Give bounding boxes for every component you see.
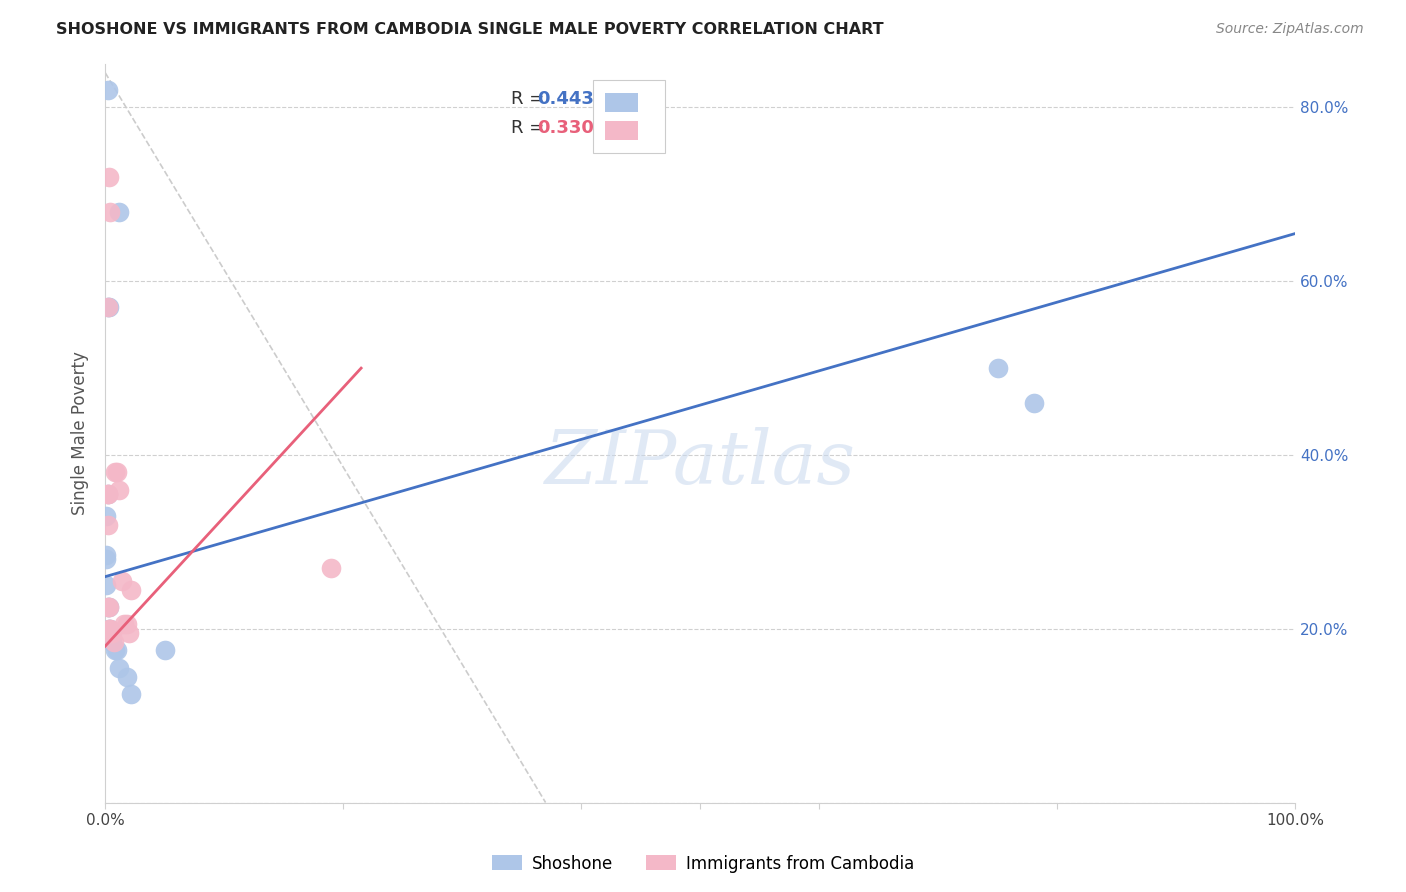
Point (100, 626, 122, 640)
Point (97, 600, 120, 615)
Point (97, 622, 120, 636)
Point (104, 643, 127, 657)
Legend: , : , (593, 80, 665, 153)
Point (98, 626, 121, 640)
Text: SHOSHONE VS IMMIGRANTS FROM CAMBODIA SINGLE MALE POVERTY CORRELATION CHART: SHOSHONE VS IMMIGRANTS FROM CAMBODIA SIN… (56, 22, 884, 37)
Point (105, 643, 128, 657)
Point (97, 622, 120, 636)
Point (97, 487, 120, 501)
Point (96, 552, 118, 566)
Point (96, 508, 118, 523)
Point (105, 466, 128, 480)
Point (101, 626, 124, 640)
Point (97, 301, 120, 315)
Text: N =: N = (579, 90, 636, 108)
Text: 24: 24 (614, 90, 640, 108)
Point (115, 617, 138, 632)
Point (97, 487, 120, 501)
Point (118, 626, 141, 640)
Point (108, 661, 131, 675)
Text: R =: R = (512, 90, 550, 108)
Point (97, 487, 120, 501)
Text: 0.443: 0.443 (537, 90, 595, 108)
Point (115, 669, 138, 683)
Legend: Shoshone, Immigrants from Cambodia: Shoshone, Immigrants from Cambodia (485, 848, 921, 880)
Text: 21: 21 (614, 120, 640, 137)
Text: 0.330: 0.330 (537, 120, 595, 137)
Point (97, 169, 120, 184)
Point (321, 561, 343, 575)
Point (97, 600, 120, 615)
Point (97, 517, 120, 532)
Text: N =: N = (579, 120, 636, 137)
Point (98, 204, 121, 219)
Point (97, 83, 120, 97)
Point (97, 301, 120, 315)
Point (1022, 396, 1045, 410)
Point (120, 687, 142, 701)
Point (108, 483, 131, 497)
Point (97, 600, 120, 615)
Point (98, 622, 121, 636)
Point (97, 301, 120, 315)
Point (111, 574, 134, 588)
Point (96, 578, 118, 592)
Point (108, 204, 131, 219)
Point (97, 600, 120, 615)
Text: R =: R = (512, 120, 550, 137)
Text: ZIPatlas: ZIPatlas (546, 426, 856, 500)
Point (101, 635, 124, 649)
Point (112, 617, 135, 632)
Point (987, 361, 1010, 376)
Point (103, 635, 125, 649)
Point (98, 622, 121, 636)
Y-axis label: Single Male Poverty: Single Male Poverty (72, 351, 89, 516)
Point (120, 582, 142, 597)
Point (96, 548, 118, 562)
Point (153, 643, 176, 657)
Point (104, 466, 127, 480)
Text: Source: ZipAtlas.com: Source: ZipAtlas.com (1216, 22, 1364, 37)
